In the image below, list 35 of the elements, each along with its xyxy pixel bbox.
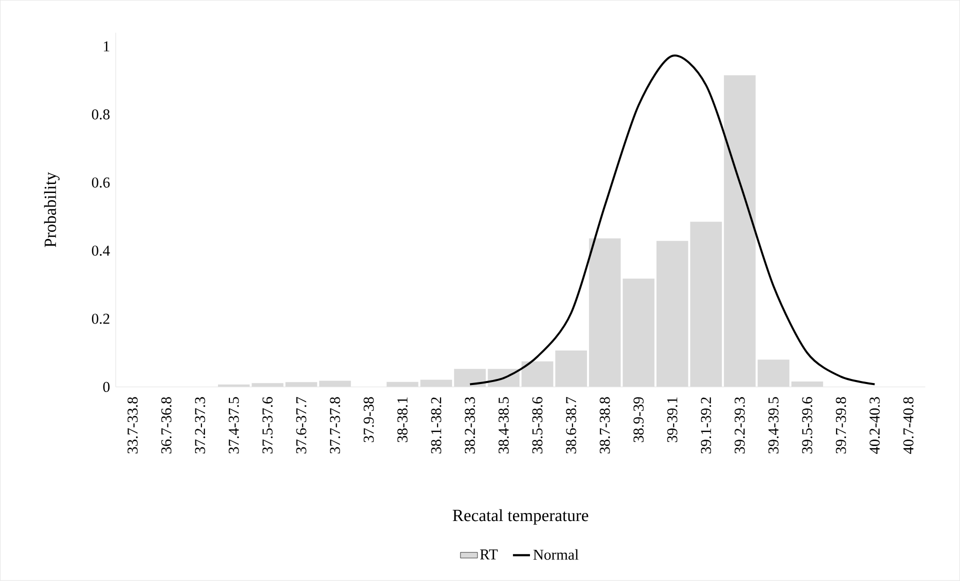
x-tick-label: 39.4-39.5 — [768, 397, 779, 454]
x-tick-label: 38-38.1 — [397, 398, 408, 442]
y-tick-label: 0.6 — [92, 178, 110, 188]
x-tick-label: 38.7-38.8 — [600, 397, 610, 454]
y-axis-title: Probability — [44, 172, 60, 248]
x-tick-label: 38.6-38.7 — [566, 397, 576, 454]
x-tick-label: 39.7-39.8 — [836, 397, 846, 454]
y-tick-label: 0.8 — [92, 109, 110, 120]
y-tick-label: 1 — [104, 41, 110, 52]
y-tick-label: 0.4 — [92, 246, 110, 256]
x-tick-label: 38.1-38.2 — [431, 398, 442, 454]
x-tick-label: 36.7-36.8 — [161, 397, 172, 454]
x-tick-label: 39.1-39.2 — [700, 398, 712, 454]
x-tick-label: 40.7-40.8 — [903, 397, 914, 454]
x-tick-label: 38.5-38.6 — [532, 397, 543, 454]
x-tick-label: 33.7-33.8 — [128, 397, 138, 454]
x-tick-label: 38.9-39 — [633, 397, 644, 442]
x-tick-label: 39-39.1 — [667, 398, 678, 442]
x-axis-title: Recatal temperature — [452, 509, 588, 525]
x-tick-label: 37.6-37.7 — [296, 397, 306, 454]
x-tick-label: 38.4-38.5 — [498, 397, 509, 454]
x-tick-label: 38.2-38.3 — [464, 397, 476, 454]
legend-label: RT — [480, 550, 498, 560]
legend-label: Normal — [533, 549, 579, 560]
y-tick-label: 0 — [103, 382, 110, 392]
x-tick-label: 39.5-39.6 — [802, 397, 812, 454]
y-tick-label: 0.2 — [92, 314, 110, 324]
x-tick-label: 37.9-38 — [364, 397, 374, 442]
x-tick-label: 40.2-40.3 — [870, 397, 880, 454]
x-tick-label: 39.2-39.3 — [734, 397, 745, 454]
line-series — [468, 54, 876, 386]
x-tick-label: 37.5-37.6 — [262, 397, 273, 454]
x-tick-label: 37.2-37.3 — [195, 397, 206, 454]
x-tick-label: 37.4-37.5 — [228, 397, 239, 454]
x-tick-label: 37.7-37.8 — [330, 397, 340, 454]
